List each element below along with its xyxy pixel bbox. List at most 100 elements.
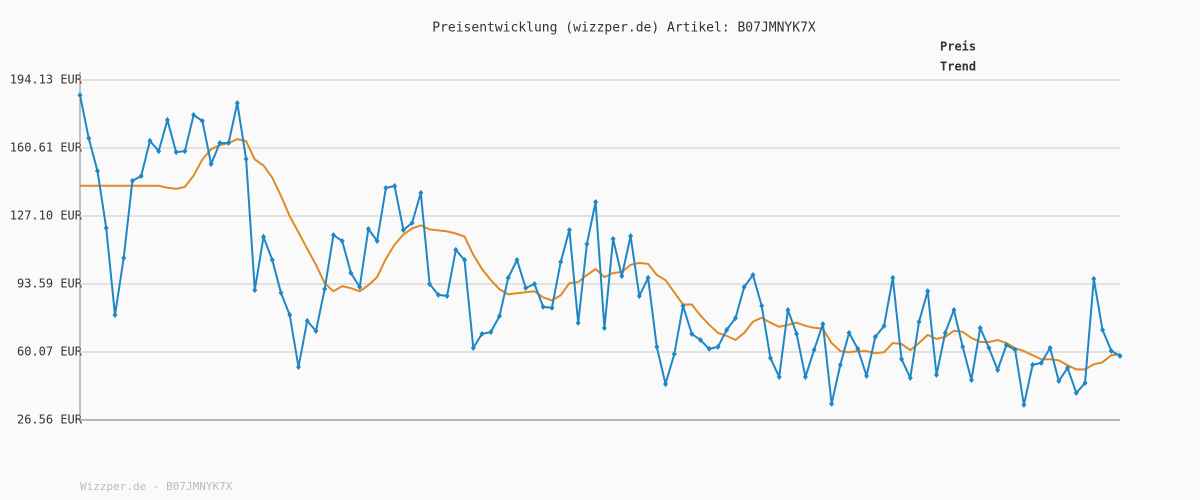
point xyxy=(453,246,459,253)
point xyxy=(654,343,660,350)
point xyxy=(549,304,555,311)
point xyxy=(103,224,109,231)
point xyxy=(811,346,817,353)
point xyxy=(243,155,249,162)
point xyxy=(855,345,861,352)
point xyxy=(77,92,83,99)
point xyxy=(392,182,398,189)
point xyxy=(339,237,345,244)
point xyxy=(767,355,773,362)
legend-label: Trend xyxy=(940,60,976,74)
point xyxy=(601,325,607,332)
point xyxy=(951,306,957,313)
point xyxy=(610,235,616,242)
point xyxy=(523,285,529,292)
point xyxy=(164,117,170,124)
point xyxy=(636,292,642,299)
point xyxy=(418,189,424,196)
point xyxy=(234,99,240,106)
point xyxy=(191,111,197,118)
point xyxy=(1065,364,1071,371)
point xyxy=(400,227,406,234)
point xyxy=(995,367,1001,374)
point xyxy=(121,255,127,262)
point xyxy=(173,149,179,156)
point xyxy=(94,167,100,174)
point xyxy=(1082,379,1088,386)
point xyxy=(575,319,581,326)
point xyxy=(357,284,363,291)
legend-label: Preis xyxy=(940,40,976,54)
point xyxy=(977,325,983,332)
point xyxy=(558,259,564,266)
point xyxy=(837,361,843,368)
point xyxy=(496,313,502,320)
point xyxy=(881,322,887,329)
point xyxy=(741,284,747,291)
point xyxy=(1021,401,1027,408)
chart-title: Preisentwicklung (wizzper.de) Artikel: B… xyxy=(432,21,816,36)
point xyxy=(732,315,738,322)
point xyxy=(374,237,380,244)
point xyxy=(785,306,791,313)
point xyxy=(724,326,730,333)
point xyxy=(295,363,301,370)
point xyxy=(1003,342,1009,349)
point xyxy=(505,274,511,281)
point xyxy=(584,241,590,248)
y-tick-label: 60.07 EUR xyxy=(17,345,83,359)
point xyxy=(470,344,476,351)
point xyxy=(566,227,572,234)
point xyxy=(156,148,162,155)
point xyxy=(86,135,92,142)
point xyxy=(531,280,537,287)
point xyxy=(322,286,328,293)
point xyxy=(960,343,966,350)
point xyxy=(846,329,852,336)
point xyxy=(968,376,974,383)
point xyxy=(112,312,118,319)
point xyxy=(479,330,485,337)
point xyxy=(365,225,371,232)
point xyxy=(1056,377,1062,384)
point xyxy=(776,373,782,380)
point xyxy=(147,137,153,144)
point xyxy=(1012,346,1018,353)
point xyxy=(593,199,599,206)
point xyxy=(1108,347,1114,354)
point xyxy=(488,329,494,336)
point xyxy=(409,219,415,226)
point xyxy=(750,272,756,279)
point xyxy=(890,274,896,281)
point xyxy=(759,302,765,309)
point xyxy=(1047,344,1053,351)
point xyxy=(444,292,450,299)
point xyxy=(129,177,135,184)
y-tick-label: 127.10 EUR xyxy=(10,209,83,223)
y-tick-label: 160.61 EUR xyxy=(10,141,83,155)
point xyxy=(872,333,878,340)
point xyxy=(462,257,468,264)
point xyxy=(619,273,625,280)
point xyxy=(304,317,310,324)
point xyxy=(287,312,293,319)
footer: Wizzper.de - B07JMNYK7X xyxy=(80,480,233,493)
point xyxy=(925,288,931,295)
point xyxy=(226,139,232,146)
point xyxy=(435,291,441,298)
point xyxy=(1091,275,1097,282)
point xyxy=(348,270,354,277)
point xyxy=(138,173,144,180)
y-tick-label: 93.59 EUR xyxy=(17,276,83,290)
point xyxy=(933,371,939,378)
point xyxy=(986,344,992,351)
point xyxy=(1038,359,1044,366)
point xyxy=(715,343,721,350)
point xyxy=(313,328,319,335)
point xyxy=(1117,353,1123,360)
point xyxy=(383,185,389,192)
point xyxy=(330,232,336,239)
point xyxy=(208,161,214,168)
point xyxy=(182,148,188,155)
